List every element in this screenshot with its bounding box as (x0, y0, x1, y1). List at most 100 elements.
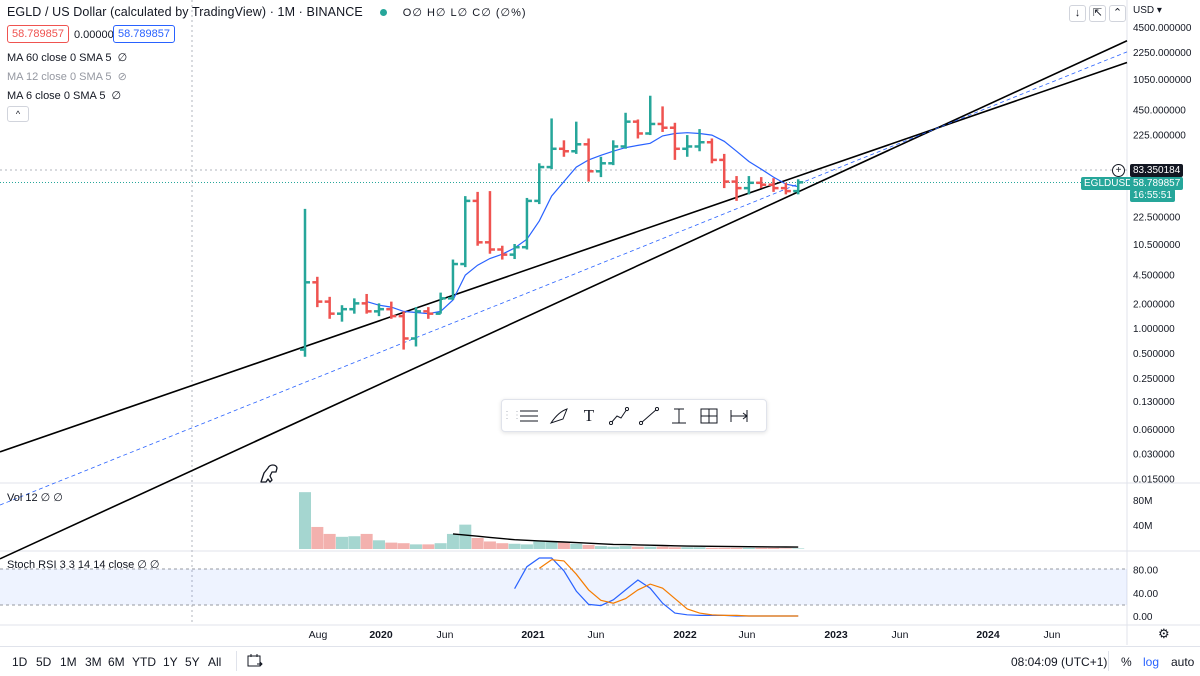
price-bars (300, 95, 804, 357)
divider (1108, 651, 1109, 671)
range-1d[interactable]: 1D (12, 655, 28, 669)
sell-price-box[interactable]: 58.789857 (7, 25, 69, 43)
volume-bar (755, 547, 768, 549)
collapse-legend-button[interactable]: ^ (7, 106, 29, 122)
volume-bar (644, 546, 657, 549)
clock-timezone[interactable]: 08:04:09 (UTC+1) (1011, 655, 1108, 669)
range-6m[interactable]: 6M (108, 655, 125, 669)
range-1m[interactable]: 1M (60, 655, 77, 669)
price-tick-label: 450.000000 (1133, 105, 1186, 116)
price-axis[interactable]: 4500.000000 2250.000000 1050.000000 450.000… (1133, 23, 1192, 623)
dino-icon (260, 464, 278, 483)
time-tick-label: Jun (437, 629, 454, 641)
stoch-rsi-legend[interactable]: Stoch RSI 3 3 14 14 close ∅ ∅ (7, 559, 160, 571)
rsi-tick-label: 0.00 (1133, 612, 1153, 623)
price-tick-label: 0.015000 (1133, 475, 1175, 486)
range-5d[interactable]: 5D (36, 655, 52, 669)
brush-icon[interactable] (544, 402, 574, 430)
volume-bar (446, 533, 459, 549)
text-tool-icon[interactable]: T (583, 405, 595, 425)
indicator-label: MA 6 close 0 SMA 5 (7, 90, 106, 102)
time-tick-label: 2021 (521, 629, 545, 641)
price-tick-label: 0.060000 (1133, 425, 1175, 436)
rsi-tick-label: 40.00 (1133, 589, 1158, 600)
collapse-button[interactable]: ⌃ (1109, 5, 1126, 22)
ma-line (366, 132, 799, 315)
pattern-icon[interactable] (604, 402, 634, 430)
auto-toggle[interactable]: auto (1171, 655, 1195, 669)
volume-bar (434, 543, 447, 549)
volume-bar (545, 541, 558, 549)
volume-bar (742, 547, 755, 549)
volume-bar (348, 536, 361, 549)
price-tick-label: 1.000000 (1133, 324, 1175, 335)
last-price-tag: 58.789857 (1130, 177, 1184, 190)
eye-crossed-icon[interactable]: ⊘ (114, 71, 127, 83)
volume-bar (422, 544, 435, 549)
eye-off-icon[interactable]: ∅ (114, 52, 128, 64)
indicator-ma12[interactable]: MA 12 close 0 SMA 5 ⊘ (7, 70, 127, 83)
range-ytd[interactable]: YTD (132, 655, 156, 669)
time-tick-label: Jun (1044, 629, 1061, 641)
time-tick-label: 2024 (976, 629, 1000, 641)
volume-bar (385, 542, 398, 549)
price-tick-label: 0.130000 (1133, 397, 1175, 408)
indicator-ma60[interactable]: MA 60 close 0 SMA 5 ∅ (7, 51, 127, 64)
time-axis[interactable]: Aug 2020 Jun 2021 Jun 2022 Jun 2023 Jun 2024 Jun (309, 629, 1061, 641)
volume-bar (705, 547, 718, 549)
ohlc-values: O∅ H∅ L∅ C∅ (∅%) (402, 7, 527, 19)
date-range-icon[interactable] (247, 653, 263, 671)
time-tick-label: Jun (892, 629, 909, 641)
volume-bar (360, 533, 373, 549)
measure-icon[interactable] (724, 402, 754, 430)
symbol-title[interactable]: EGLD / US Dollar (calculated by TradingV… (7, 5, 363, 19)
volume-ma-line (452, 533, 799, 548)
volume-bar (718, 547, 731, 549)
volume-bar (311, 526, 324, 549)
scroll-down-button[interactable]: ↓ (1069, 5, 1086, 22)
channel-mid-line (0, 51, 1128, 506)
add-alert-icon[interactable]: + (1112, 164, 1125, 177)
price-tick-label: 4.500000 (1133, 270, 1175, 281)
range-3m[interactable]: 3M (85, 655, 102, 669)
channel-lines (0, 40, 1128, 560)
indicator-ma6[interactable]: MA 6 close 0 SMA 5 ∅ (7, 89, 121, 102)
volume-bar (656, 546, 669, 549)
time-tick-label: 2023 (824, 629, 848, 641)
log-toggle[interactable]: log (1143, 655, 1160, 669)
bottom-toolbar: 1D 5D 1M 3M 6M YTD 1Y 5Y All 08:04:09 (U… (0, 646, 1200, 676)
buy-price-box[interactable]: 58.789857 (113, 25, 175, 43)
range-all[interactable]: All (208, 655, 222, 669)
volume-bar (323, 533, 336, 549)
anchor-icon[interactable] (664, 402, 694, 430)
price-tick-label: 22.500000 (1133, 213, 1181, 224)
horizontal-lines-icon[interactable] (514, 402, 544, 430)
volume-bar (668, 547, 681, 549)
currency-selector[interactable]: USD ▾ (1133, 5, 1162, 16)
stoch-d-line (538, 559, 799, 617)
eye-off-icon[interactable]: ∅ (108, 90, 122, 102)
volume-legend[interactable]: Vol 12 ∅ ∅ (7, 492, 63, 504)
volume-tick-label: 40M (1133, 521, 1152, 532)
trend-line-icon[interactable] (634, 402, 664, 430)
price-chart[interactable]: 4500.000000 2250.000000 1050.000000 450.000… (0, 0, 1200, 645)
maximize-button[interactable]: ⇱ (1089, 5, 1106, 22)
volume-bar (508, 543, 521, 549)
percent-toggle[interactable]: % (1121, 655, 1132, 669)
price-tick-label: 2250.000000 (1133, 48, 1192, 59)
drawing-toolbar[interactable]: ⋮⋮ T (501, 399, 767, 432)
volume-bar (594, 546, 607, 549)
volume-bar (496, 543, 509, 549)
volume-bar (607, 546, 620, 549)
price-tick-label: 225.000000 (1133, 130, 1186, 141)
spread-value: 0.000000 (70, 27, 124, 43)
range-5y[interactable]: 5Y (185, 655, 200, 669)
volume-bar (681, 547, 694, 549)
settings-gear-icon[interactable]: ⚙ (1158, 626, 1170, 641)
time-tick-label: 2022 (673, 629, 697, 641)
range-1y[interactable]: 1Y (163, 655, 178, 669)
long-position-icon[interactable] (694, 402, 724, 430)
market-status-icon (380, 9, 388, 17)
drag-handle-icon[interactable]: ⋮⋮ (502, 410, 522, 421)
volume-bars (299, 492, 805, 549)
